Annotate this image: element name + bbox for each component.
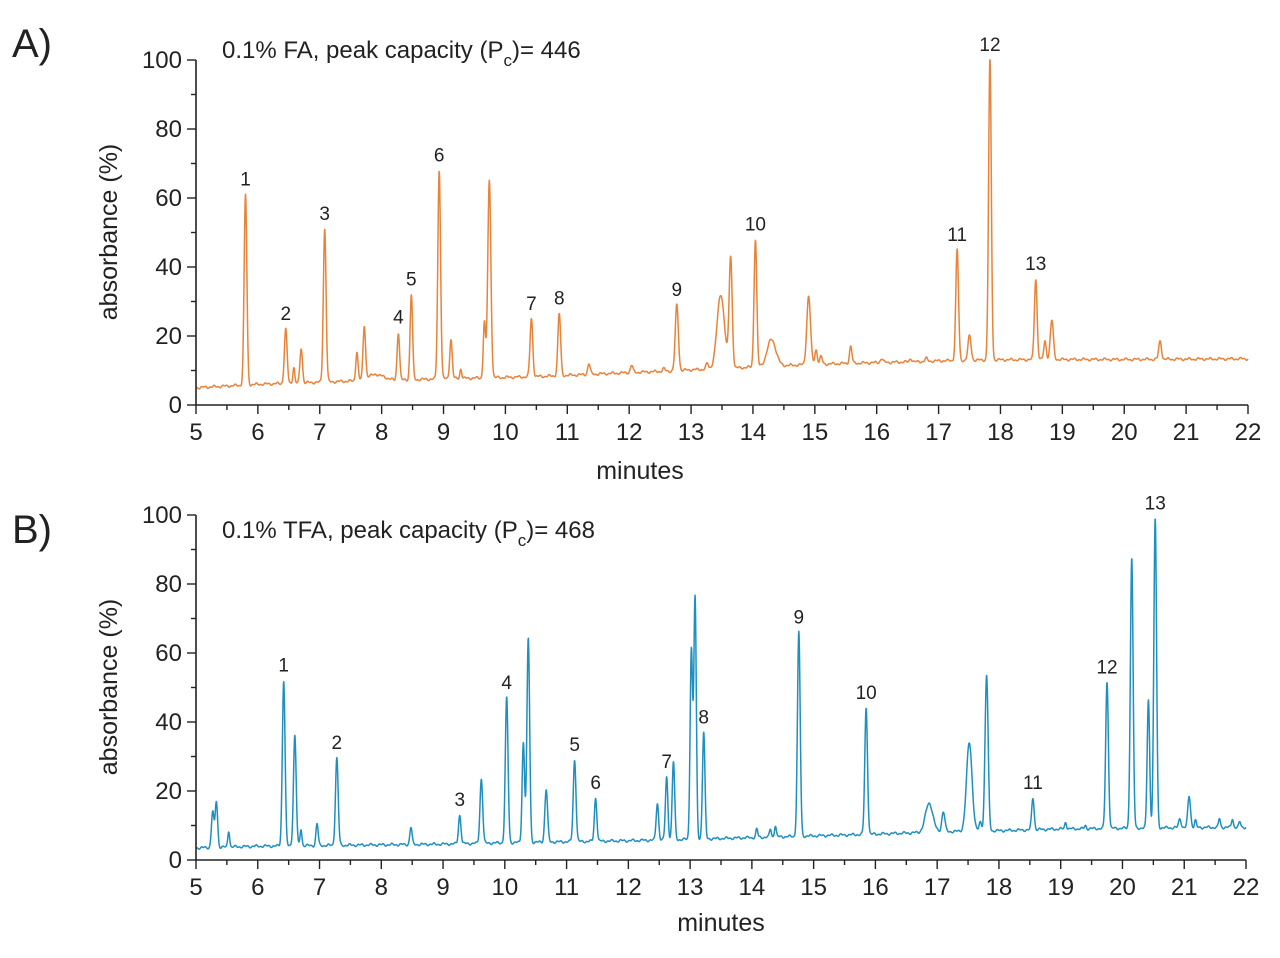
- panel-b-x-tick-label: 12: [615, 874, 642, 901]
- panel-a-x-tick-label: 6: [251, 419, 264, 446]
- panel-a-x-tick-label: 15: [801, 419, 828, 446]
- panel-a-trace-line: [195, 59, 1249, 390]
- panel-a-peak-label: 6: [434, 145, 445, 166]
- panel-a-x-tick-label: 21: [1173, 419, 1200, 446]
- panel-b-x-tick-label: 14: [739, 874, 766, 901]
- panel-b-x-tick-label: 19: [1047, 874, 1074, 901]
- panel-a-x-tick-label: 17: [925, 419, 952, 446]
- panel-a-x-tick-label: 18: [987, 419, 1014, 446]
- panel-b: B) 0.1% TFA, peak capacity (Pc)= 468 min…: [12, 493, 1259, 937]
- panel-b-x-tick-label: 17: [924, 874, 951, 901]
- panel-a-y-tick-label: 80: [155, 116, 182, 143]
- panel-a-x-tick-label: 16: [863, 419, 890, 446]
- panel-b-x-tick-label: 8: [375, 874, 388, 901]
- panel-b-x-tick-label: 16: [862, 874, 889, 901]
- panel-b-x-tick-label: 20: [1109, 874, 1136, 901]
- panel-a-x-tick-label: 22: [1235, 419, 1262, 446]
- panel-a-x-tick-label: 9: [437, 419, 450, 446]
- panel-b-ticks: 5 6 7 8 9 10 11 12 13 14 15 16 17 18 19 20 21 22020406080…: [142, 502, 1259, 901]
- panel-a-x-tick-label: 12: [616, 419, 643, 446]
- panel-b-x-tick-label: 21: [1171, 874, 1198, 901]
- panel-b-x-tick-label: 6: [251, 874, 264, 901]
- panel-b-peak-label: 13: [1145, 493, 1166, 514]
- panel-a-peak-label: 1: [240, 170, 251, 191]
- panel-a-x-tick-label: 20: [1111, 419, 1138, 446]
- panel-b-peak-label: 1: [278, 656, 289, 677]
- panel-b-y-tick-label: 0: [169, 847, 182, 874]
- panel-b-trace-line: [195, 518, 1247, 850]
- panel-b-peak-label: 8: [698, 707, 709, 728]
- panel-b-x-tick-label: 18: [986, 874, 1013, 901]
- panel-a-peak-label: 7: [526, 294, 537, 315]
- panel-a-ticks: 5 6 7 8 9 10 11 12 13 14 15 16 17 18 19 20 21 22020406080…: [142, 47, 1261, 446]
- panel-b-x-tick-label: 11: [554, 874, 579, 901]
- panel-b-y-tick-label: 40: [155, 709, 182, 736]
- panel-a-peak-label: 10: [745, 214, 766, 235]
- panel-b-x-tick-label: 13: [677, 874, 704, 901]
- panel-b-x-tick-label: 7: [313, 874, 326, 901]
- panel-a-y-tick-label: 100: [142, 47, 182, 74]
- panel-a-x-tick-label: 11: [555, 419, 580, 446]
- panel-letter-a: A): [12, 22, 52, 66]
- panel-a-peak-label: 12: [979, 35, 1000, 56]
- panel-a-peak-label: 9: [672, 280, 683, 301]
- panel-b-y-tick-label: 100: [142, 502, 182, 529]
- panel-a-peak-label: 2: [280, 304, 291, 325]
- panel-b-x-tick-label: 5: [189, 874, 202, 901]
- panel-a: A) 0.1% FA, peak capacity (Pc)= 446 minu…: [12, 22, 1261, 485]
- panel-a-peak-label: 8: [554, 289, 565, 310]
- panel-a-x-axis-label: minutes: [596, 457, 684, 485]
- panel-a-x-tick-label: 5: [189, 419, 202, 446]
- panel-a-x-tick-label: 10: [492, 419, 519, 446]
- panel-a-peak-label: 3: [319, 204, 330, 225]
- panel-b-y-tick-label: 60: [155, 640, 182, 667]
- panel-a-x-tick-label: 14: [740, 419, 767, 446]
- panel-a-peak-label: 13: [1025, 254, 1046, 275]
- panel-b-peak-label: 7: [661, 752, 672, 773]
- panel-a-x-tick-label: 13: [678, 419, 705, 446]
- panel-b-x-tick-label: 15: [800, 874, 827, 901]
- panel-b-axes: [195, 515, 1246, 861]
- panel-b-y-axis-label: absorbance (%): [95, 599, 123, 775]
- panel-a-peak-label: 4: [393, 308, 404, 329]
- panel-b-peak-label: 12: [1096, 657, 1117, 678]
- panel-letter-b: B): [12, 508, 52, 552]
- panel-a-axes: [195, 60, 1248, 406]
- panel-a-x-tick-label: 7: [313, 419, 326, 446]
- panel-b-peak-label: 6: [590, 773, 601, 794]
- panel-a-peak-label: 5: [406, 270, 417, 291]
- panel-a-y-axis-label: absorbance (%): [95, 144, 123, 320]
- panel-b-trace-layer: [195, 518, 1247, 850]
- panel-b-peak-label: 3: [454, 790, 465, 811]
- panel-b-y-tick-label: 80: [155, 571, 182, 598]
- panel-b-peak-label: 5: [569, 735, 580, 756]
- panel-a-y-tick-label: 20: [155, 323, 182, 350]
- panel-b-x-tick-label: 10: [491, 874, 518, 901]
- panel-b-peak-label: 9: [794, 607, 805, 628]
- panel-a-annotation: 0.1% FA, peak capacity (Pc)= 446: [222, 37, 581, 70]
- panel-b-peak-label: 2: [332, 733, 343, 754]
- panel-b-x-tick-label: 9: [436, 874, 449, 901]
- panel-b-x-tick-label: 22: [1233, 874, 1260, 901]
- panel-b-peak-label: 10: [856, 683, 877, 704]
- panel-a-y-tick-label: 40: [155, 254, 182, 281]
- panel-b-peak-label: 4: [501, 673, 512, 694]
- panel-a-y-tick-label: 60: [155, 185, 182, 212]
- panel-b-y-tick-label: 20: [155, 778, 182, 805]
- panel-a-y-tick-label: 0: [169, 392, 182, 419]
- panel-a-peak-label: 11: [947, 225, 967, 246]
- panel-b-annotation: 0.1% TFA, peak capacity (Pc)= 468: [222, 517, 595, 550]
- panel-b-x-axis-label: minutes: [677, 909, 765, 937]
- panel-a-trace-layer: [195, 59, 1249, 390]
- panel-a-x-tick-label: 19: [1049, 419, 1076, 446]
- panel-a-x-tick-label: 8: [375, 419, 388, 446]
- panel-b-peak-label: 11: [1023, 773, 1043, 794]
